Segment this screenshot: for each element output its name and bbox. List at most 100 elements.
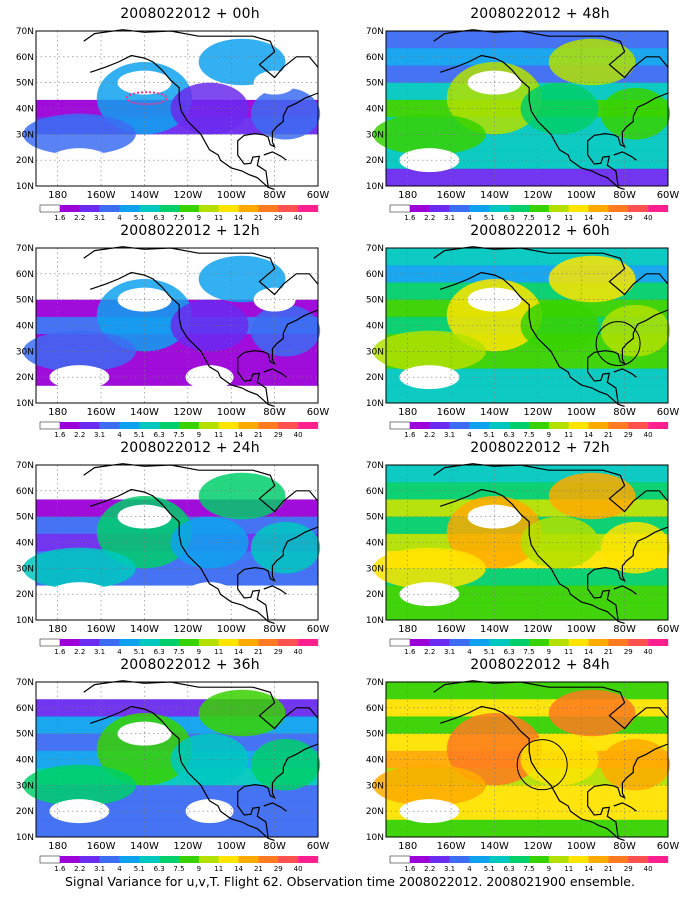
forecast-map: 70N 60N 50N 40N 30N 20N 10N 180 160W 140W 120W 100W…: [16, 461, 330, 656]
colorbar-label: 6.3: [504, 214, 515, 222]
lat-tick-label: 50N: [16, 730, 34, 740]
colorbar-label: 40: [644, 865, 653, 873]
coastline-segment: [237, 743, 319, 799]
colorbar-swatch: [198, 205, 219, 212]
colorbar-label: 21: [254, 648, 263, 656]
coastline-segment: [237, 361, 269, 404]
colorbar-label: 11: [214, 865, 223, 873]
colorbar: 1.6 2.2 3.1 4 5.1 6.3 7.5 9 11 14 21 29 40: [389, 204, 669, 222]
field-blob: [198, 689, 286, 737]
coastline-segment: [237, 578, 269, 621]
colorbar-swatch: [159, 856, 180, 863]
colorbar-swatch: [489, 856, 510, 863]
colorbar-swatch: [278, 639, 299, 646]
colorbar-swatch: [648, 205, 669, 212]
colorbar-swatch: [298, 856, 319, 863]
colorbar-label: 29: [274, 865, 283, 873]
low-variance-area: [185, 148, 234, 173]
colorbar-swatch: [469, 639, 490, 646]
colorbar-swatch: [389, 638, 411, 647]
colorbar-label: 29: [624, 431, 633, 439]
low-variance-area: [49, 148, 110, 173]
lon-tick-label: 140W: [480, 190, 509, 201]
colorbar-label: 2.2: [424, 214, 435, 222]
coastline-segment: [90, 488, 275, 624]
colorbar-swatch: [608, 856, 629, 863]
coastline-segment: [587, 743, 669, 799]
colorbar-label: 2.2: [74, 431, 85, 439]
lon-tick-label: 120W: [173, 841, 202, 852]
colorbar: 1.6 2.2 3.1 4 5.1 6.3 7.5 9 11 14 21 29 40: [39, 421, 319, 439]
colorbar-label: 3.1: [94, 431, 105, 439]
field-blob: [548, 38, 636, 86]
colorbar-label: 2.2: [74, 648, 85, 656]
colorbar-label: 5.1: [134, 431, 145, 439]
forecast-map: 70N 60N 50N 40N 30N 20N 10N 180 160W 140W 120W 100W…: [16, 244, 330, 439]
lat-tick-label: 10N: [366, 833, 384, 843]
colorbar-swatch: [409, 639, 430, 646]
colorbar-swatch: [409, 422, 430, 429]
colorbar-label: 9: [197, 648, 201, 656]
lon-tick-label: 100W: [217, 190, 246, 201]
colorbar-label: 40: [294, 648, 303, 656]
colorbar-label: 5.1: [134, 865, 145, 873]
colorbar-label: 40: [644, 431, 653, 439]
coastline: [83, 680, 319, 841]
lat-tick-label: 60N: [366, 704, 384, 714]
gridlines: [36, 682, 319, 837]
colorbar-label: 6.3: [504, 431, 515, 439]
lon-tick-label: 100W: [567, 190, 596, 201]
forecast-map: 70N 60N 50N 40N 30N 20N 10N 180 160W 140W 120W 100W…: [366, 678, 680, 873]
colorbar-swatch: [238, 856, 259, 863]
colorbar-label: 29: [274, 648, 283, 656]
colorbar-swatch: [159, 205, 180, 212]
coastline-segment: [237, 526, 319, 582]
colorbar-swatch: [429, 422, 450, 429]
lat-tick-label: 40N: [16, 539, 34, 549]
lon-tick-label: 80W: [263, 190, 286, 201]
colorbar-swatch: [159, 422, 180, 429]
lon-tick-label: 180: [48, 407, 67, 418]
colorbar-label: 7.5: [523, 431, 534, 439]
field-band: [386, 465, 668, 483]
colorbar-label: 29: [624, 865, 633, 873]
colorbar-swatch: [648, 639, 669, 646]
lon-tick-label: 160W: [87, 190, 116, 201]
colorbar-swatch: [389, 855, 411, 864]
colorbar-swatch: [429, 856, 450, 863]
panel-12h: 2008022012 + 12h 70N 60N 50N 40N 30N 20N 10N 18…: [16, 223, 360, 443]
lon-tick-label: 180: [398, 624, 417, 635]
colorbar-swatch: [179, 639, 200, 646]
colorbar-swatch: [628, 422, 649, 429]
colorbar-label: 2.2: [424, 431, 435, 439]
low-variance-area: [49, 799, 110, 824]
colorbar-swatch: [529, 205, 550, 212]
lon-tick-label: 180: [48, 190, 67, 201]
colorbar-swatch: [59, 422, 80, 429]
colorbar-swatch: [139, 205, 160, 212]
colorbar-swatch: [179, 205, 200, 212]
variance-field: [372, 31, 671, 187]
field-blob: [170, 82, 249, 135]
lat-tick-label: 20N: [366, 807, 384, 817]
lat-tick-label: 40N: [366, 322, 384, 332]
field-blob: [22, 764, 136, 806]
field-blob: [22, 547, 136, 589]
colorbar-swatch: [119, 639, 140, 646]
field-band: [386, 248, 668, 266]
panel-84h: 2008022012 + 84h 70N 60N 50N 40N 30N 20N 10N 18…: [366, 657, 700, 877]
lat-tick-label: 70N: [366, 461, 384, 471]
colorbar-label: 11: [214, 431, 223, 439]
lon-tick-label: 120W: [523, 190, 552, 201]
colorbar-swatch: [608, 639, 629, 646]
low-variance-area: [49, 365, 110, 390]
colorbar-label: 40: [294, 214, 303, 222]
field-blob: [372, 547, 486, 589]
colorbar: 1.6 2.2 3.1 4 5.1 6.3 7.5 9 11 14 21 29 40: [39, 204, 319, 222]
lat-tick-label: 40N: [16, 756, 34, 766]
colorbar-label: 4: [117, 865, 122, 873]
panel-title: 2008022012 + 36h: [120, 657, 260, 673]
colorbar-swatch: [258, 422, 279, 429]
colorbar-swatch: [628, 856, 649, 863]
colorbar-label: 29: [274, 431, 283, 439]
